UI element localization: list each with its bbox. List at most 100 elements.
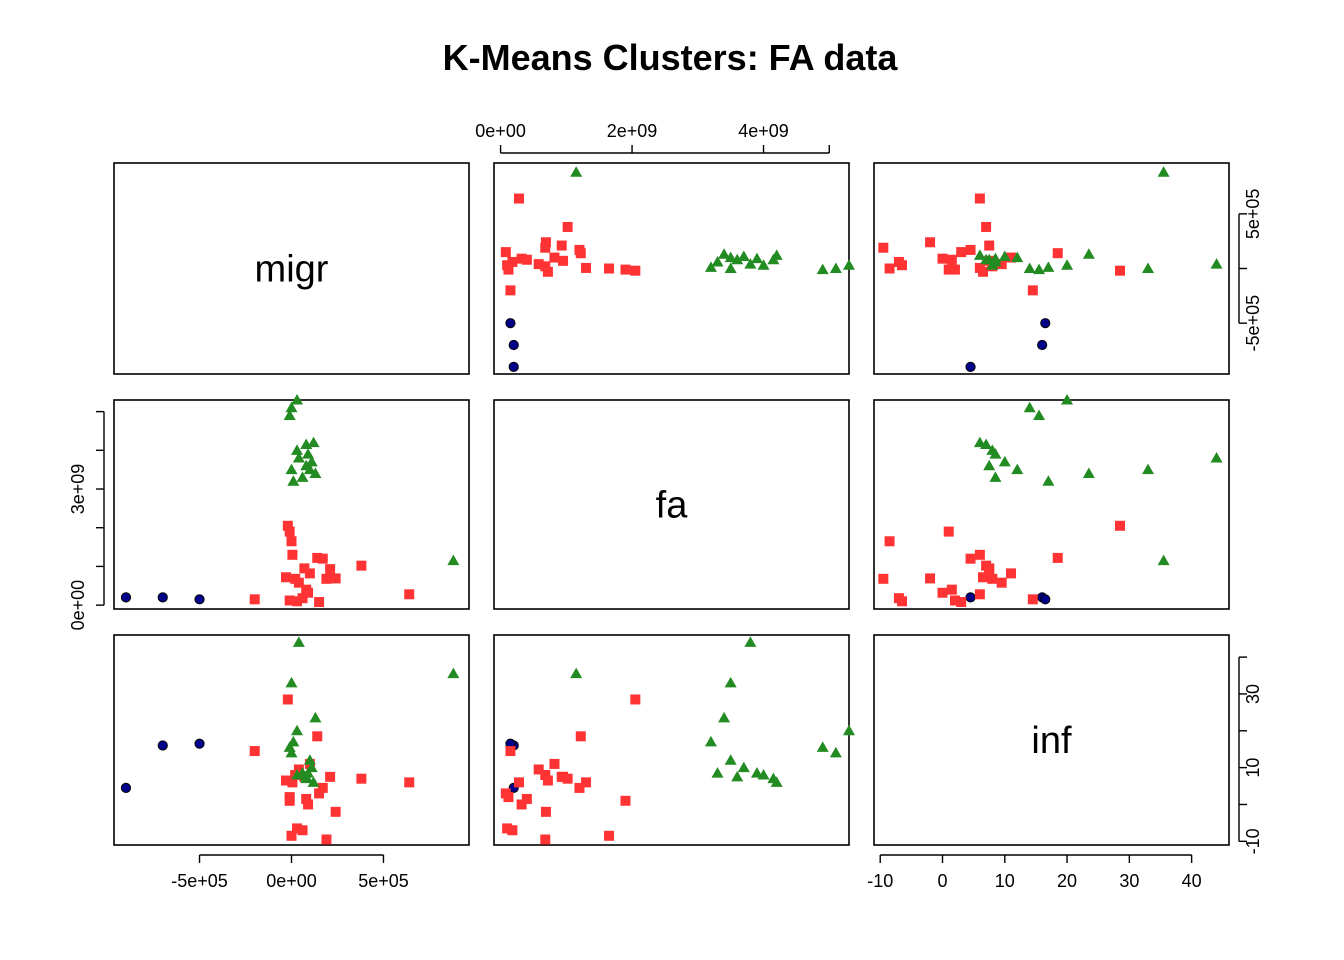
data-point <box>284 526 295 537</box>
data-point <box>301 584 312 595</box>
data-point <box>770 249 783 260</box>
data-point <box>965 592 976 603</box>
data-point <box>540 237 551 248</box>
data-point <box>937 253 948 264</box>
data-point <box>303 463 316 475</box>
data-point <box>317 553 328 564</box>
data-point <box>303 754 316 765</box>
data-point <box>297 593 308 604</box>
data-point <box>312 731 323 742</box>
bottom-axis-migr-tick-label: -5e+05 <box>171 871 228 891</box>
data-point <box>307 436 320 448</box>
data-point <box>307 776 320 787</box>
data-point <box>1033 263 1046 275</box>
top-axis-fa-tick-label: 4e+09 <box>738 121 789 141</box>
data-point <box>549 252 560 263</box>
data-point <box>996 259 1007 270</box>
data-point <box>570 667 583 679</box>
panel-fa-fa <box>493 399 850 610</box>
data-point <box>500 788 511 799</box>
diagonal-label-inf: inf <box>1031 720 1072 762</box>
data-point <box>1027 594 1038 605</box>
data-point <box>718 248 731 259</box>
data-point <box>502 823 513 834</box>
right-axis-inf-tick-label: 30 <box>1243 684 1263 704</box>
data-point <box>556 771 567 782</box>
bottom-axis-inf-tick-label: 0 <box>938 871 948 891</box>
data-point <box>943 526 954 537</box>
data-point <box>157 740 168 751</box>
data-point <box>878 242 889 253</box>
data-point <box>878 573 889 584</box>
panel-fa-migr <box>113 399 470 610</box>
data-point <box>1082 248 1095 259</box>
data-point <box>513 777 524 788</box>
data-point <box>724 754 737 765</box>
data-point <box>816 741 829 752</box>
data-point <box>1157 554 1170 566</box>
data-point <box>549 758 560 769</box>
data-point <box>312 552 323 563</box>
panel-inf-migr <box>113 634 470 846</box>
data-point <box>540 834 551 845</box>
data-point <box>280 775 291 786</box>
data-point <box>1040 318 1051 329</box>
data-point <box>120 782 132 793</box>
data-point <box>330 573 341 584</box>
data-point <box>744 636 757 647</box>
data-point <box>998 250 1011 261</box>
data-point <box>299 563 310 574</box>
data-point <box>291 724 304 736</box>
data-point <box>1142 463 1155 475</box>
data-point <box>989 471 1002 482</box>
data-point <box>325 564 336 575</box>
bottom-axis-inf-tick-label: 10 <box>995 871 1015 891</box>
data-point <box>604 830 615 841</box>
data-point <box>574 244 585 255</box>
data-point <box>704 261 717 272</box>
data-point <box>1061 394 1074 405</box>
data-point <box>711 255 724 267</box>
data-point <box>291 444 304 455</box>
data-point <box>1040 594 1051 605</box>
data-point <box>1006 252 1017 263</box>
panel-inf-inf <box>873 634 1230 846</box>
data-point <box>884 536 895 547</box>
data-point <box>283 741 296 752</box>
data-point <box>282 694 293 705</box>
data-point <box>302 448 315 459</box>
data-point <box>604 263 615 274</box>
data-point <box>829 746 842 758</box>
data-point <box>293 577 304 588</box>
data-point <box>356 560 367 571</box>
data-point <box>508 361 519 372</box>
data-point <box>1023 262 1036 273</box>
data-point <box>297 825 308 836</box>
data-point <box>1037 339 1048 351</box>
data-point <box>1027 285 1038 296</box>
data-point <box>816 263 829 275</box>
data-point <box>285 401 298 413</box>
data-point <box>987 573 998 584</box>
data-point <box>284 595 295 606</box>
chart-title: K-Means Clusters: FA data <box>443 37 899 78</box>
diagonal-label-fa: fa <box>656 485 689 527</box>
data-point <box>280 572 291 583</box>
data-point <box>309 467 322 479</box>
data-point <box>973 436 986 448</box>
data-point <box>194 594 205 605</box>
data-point <box>505 746 516 757</box>
right-axis-inf-tick-label: 10 <box>1243 758 1263 778</box>
data-point <box>404 589 415 600</box>
data-point <box>286 830 297 841</box>
data-point <box>1082 467 1095 479</box>
data-point <box>750 767 763 778</box>
data-point <box>1052 248 1063 259</box>
data-point <box>447 667 460 679</box>
data-point <box>965 244 976 255</box>
data-point <box>925 573 936 584</box>
data-point <box>829 262 842 273</box>
data-point <box>291 394 304 405</box>
data-point <box>946 584 957 595</box>
data-point <box>507 256 518 267</box>
